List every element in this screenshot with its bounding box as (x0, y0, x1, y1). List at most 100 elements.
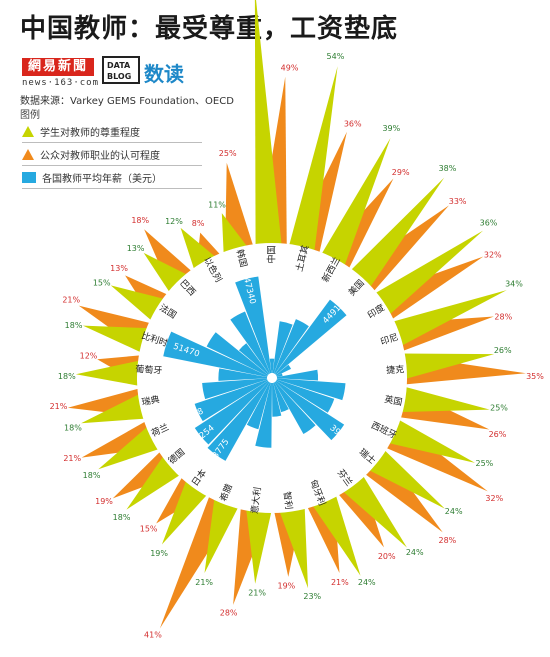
spike-student-8 (385, 418, 475, 463)
salary-bar-18 (202, 378, 268, 400)
salary-bar-10 (274, 381, 316, 435)
spike-student-6 (400, 353, 495, 380)
triangle-icon (22, 148, 34, 160)
salary-label-18: 31610 (169, 388, 197, 403)
legend-item-student: 学生对教师的尊重程度 (22, 120, 202, 143)
spike-student-20 (82, 325, 151, 354)
student-value-label-23: 12% (165, 217, 183, 226)
legend-title: 图例 (20, 110, 40, 121)
salary-bar-6 (276, 369, 319, 381)
salary-bar-7 (276, 378, 346, 401)
public-value-label-20: 21% (62, 295, 80, 304)
page-title: 中国教师：最受尊重，工资垫底 (20, 14, 399, 44)
country-label-12: 智利 (281, 491, 295, 510)
spike-student-10 (340, 473, 407, 548)
salary-bar-4 (275, 364, 292, 376)
public-value-label-5: 28% (494, 313, 512, 322)
country-label-6: 捷克 (386, 363, 405, 376)
spike-student-0 (254, 0, 282, 249)
spike-student-13 (245, 506, 272, 584)
data-read-label: 数读 (144, 62, 184, 86)
public-value-label-19: 12% (80, 351, 98, 360)
public-value-label-9: 28% (439, 536, 457, 545)
salary-bar-3 (274, 299, 347, 375)
student-value-label-9: 24% (445, 507, 463, 516)
legend: 学生对教师的尊重程度 公众对教师职业的认可程度 各国教师平均年薪（美元） (22, 120, 202, 189)
salary-bar-17 (194, 379, 268, 422)
salary-bar-15 (207, 381, 270, 461)
public-value-label-17: 21% (63, 454, 81, 463)
student-value-label-4: 36% (480, 218, 498, 227)
legend-item-public: 公众对教师职业的认可程度 (22, 143, 202, 166)
spike-student-4 (372, 230, 484, 317)
salary-bar-8 (276, 379, 335, 413)
salary-label-0: 6971 (268, 277, 278, 299)
student-value-label-21: 15% (93, 278, 111, 287)
student-value-label-20: 18% (65, 321, 83, 330)
salary-bar-22 (238, 343, 270, 375)
salary-bar-5 (276, 373, 283, 378)
spike-student-18 (81, 392, 148, 424)
salary-label-6: 19953 (348, 367, 376, 379)
student-value-label-13: 21% (248, 588, 266, 597)
public-value-label-8: 32% (485, 494, 503, 503)
student-value-label-12: 23% (303, 592, 321, 601)
student-value-label-5: 34% (505, 279, 523, 288)
salary-bar-24 (235, 276, 272, 374)
salary-label-12: 16410 (276, 453, 289, 481)
spike-student-11 (310, 492, 361, 576)
salary-bar-12 (272, 382, 282, 417)
student-value-label-1: 54% (327, 52, 345, 61)
public-value-label-13: 28% (220, 609, 238, 618)
spike-student-3 (348, 177, 445, 290)
legend-label: 公众对教师职业的认可程度 (40, 150, 160, 162)
student-value-label-18: 18% (64, 423, 82, 432)
student-value-label-8: 25% (475, 459, 493, 468)
public-value-label-23: 8% (192, 219, 205, 228)
data-source: 数据来源：Varkey GEMS Foundation、OECD (20, 96, 234, 107)
salary-bar-19 (218, 368, 268, 381)
spike-student-1 (288, 66, 338, 254)
legend-label: 各国教师平均年薪（美元） (42, 173, 162, 185)
salary-bar-1 (272, 321, 293, 374)
spike-student-2 (320, 138, 391, 269)
public-value-label-24: 25% (219, 149, 237, 158)
triangle-icon (22, 125, 34, 137)
legend-item-salary: 各国教师平均年薪（美元） (22, 166, 202, 189)
country-label-18: 瑞典 (141, 393, 161, 408)
spike-student-15 (161, 477, 209, 545)
netease-news-url: news·163·com (22, 78, 100, 88)
country-label-13: 意大利 (248, 486, 263, 514)
public-value-label-4: 32% (484, 250, 502, 259)
student-value-label-3: 38% (439, 164, 457, 173)
public-value-label-14: 41% (144, 631, 162, 640)
salary-label-7: 33377 (346, 388, 374, 403)
spike-student-9 (366, 448, 445, 509)
public-value-label-10: 20% (378, 552, 396, 561)
netease-news-logo: 網易新聞 (22, 58, 94, 76)
country-label-19: 葡萄牙 (135, 363, 163, 377)
spike-student-16 (126, 453, 183, 510)
rectangle-icon (22, 171, 36, 183)
student-value-label-2: 39% (382, 124, 400, 133)
student-value-label-14: 21% (195, 578, 213, 587)
public-value-label-3: 33% (449, 197, 467, 206)
country-label-0: 中国 (266, 245, 278, 263)
salary-bar-23 (230, 311, 271, 374)
spike-student-17 (98, 424, 162, 470)
salary-bar-21 (206, 332, 269, 376)
student-value-label-24: 11% (208, 201, 226, 210)
public-value-label-1: 36% (344, 120, 362, 129)
salary-bar-0 (269, 358, 275, 374)
spike-student-19 (75, 359, 143, 387)
student-value-label-10: 24% (406, 548, 424, 557)
spike-student-7 (398, 386, 490, 413)
salary-bar-20 (163, 331, 268, 378)
public-value-label-16: 19% (95, 497, 113, 506)
salary-bar-11 (273, 382, 289, 413)
public-value-label-0: 49% (281, 63, 299, 72)
student-value-label-6: 26% (494, 346, 512, 355)
public-value-label-21: 13% (110, 264, 128, 273)
student-value-label-7: 25% (490, 404, 508, 413)
